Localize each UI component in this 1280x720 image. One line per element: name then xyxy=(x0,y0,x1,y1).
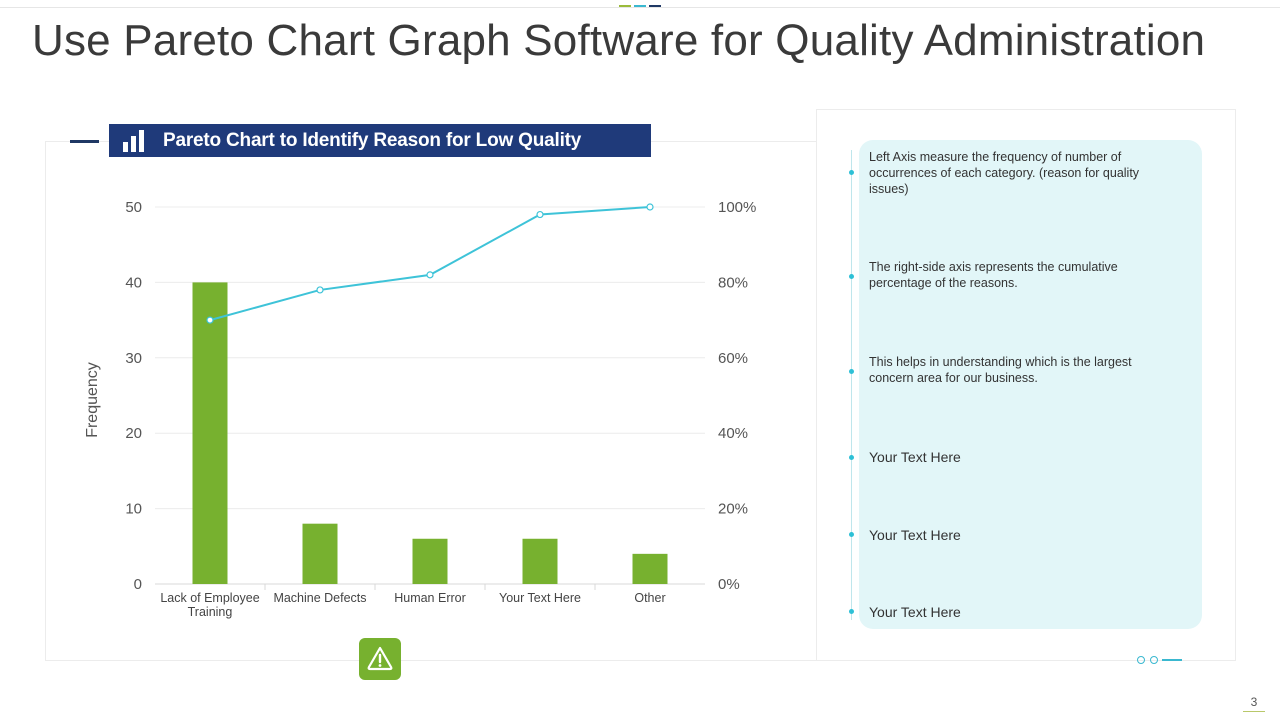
line-point xyxy=(426,271,434,279)
note-text: The right-side axis represents the cumul… xyxy=(869,260,1118,290)
bar xyxy=(412,538,448,584)
page-number: 3 xyxy=(1243,695,1265,712)
y2-tick-label: 0% xyxy=(718,576,740,593)
y-axis-title: Frequency xyxy=(84,362,101,438)
timeline-dot xyxy=(849,455,854,460)
note-text: Your Text Here xyxy=(869,527,961,543)
chart-banner: Pareto Chart to Identify Reason for Low … xyxy=(109,124,651,157)
bar-chart-icon xyxy=(123,129,145,152)
pager-dot[interactable] xyxy=(1137,656,1145,664)
x-tick-label: Machine Defects xyxy=(273,591,366,605)
x-tick-label: Human Error xyxy=(394,591,466,605)
line-point xyxy=(536,210,544,219)
warning-icon xyxy=(367,646,393,671)
top-accent-teal xyxy=(634,5,646,7)
pager-dot[interactable] xyxy=(1150,656,1158,664)
x-tick-label: Lack of Employee Training xyxy=(160,591,259,619)
notes-panel xyxy=(859,140,1202,629)
y2-tick-label: 100% xyxy=(718,199,756,216)
y2-tick-label: 40% xyxy=(718,425,748,442)
top-accent-green xyxy=(619,5,631,7)
note-text: Left Axis measure the frequency of numbe… xyxy=(869,150,1140,196)
y-tick-label: 0 xyxy=(134,576,142,593)
bar xyxy=(522,538,558,584)
note-text: This helps in understanding which is the… xyxy=(869,355,1132,385)
x-tick-label: Other xyxy=(634,591,665,605)
timeline-dot xyxy=(849,274,854,279)
line-point xyxy=(646,203,654,211)
banner-dash xyxy=(70,140,99,143)
cumulative-line xyxy=(209,206,651,322)
chart-banner-title: Pareto Chart to Identify Reason for Low … xyxy=(163,129,582,151)
pager-active-bar[interactable] xyxy=(1162,659,1182,661)
line-point xyxy=(316,286,324,294)
y-tick-label: 10 xyxy=(125,501,142,518)
timeline-dot xyxy=(849,532,854,537)
timeline-dot xyxy=(849,170,854,175)
timeline-dot xyxy=(849,609,854,614)
note-text: Your Text Here xyxy=(869,449,961,465)
bar xyxy=(302,523,338,584)
line-point xyxy=(206,316,214,324)
y-tick-label: 50 xyxy=(125,199,142,216)
y-tick-label: 40 xyxy=(125,274,142,291)
y2-tick-label: 20% xyxy=(718,501,748,518)
top-accent-navy xyxy=(649,5,661,7)
slide-title: Use Pareto Chart Graph Software for Qual… xyxy=(32,16,1206,65)
warning-button[interactable] xyxy=(359,638,401,680)
y-tick-label: 20 xyxy=(125,425,142,442)
top-divider xyxy=(0,7,1280,8)
y-tick-label: 30 xyxy=(125,350,142,367)
bar xyxy=(192,282,228,584)
y2-tick-label: 80% xyxy=(718,274,748,291)
timeline-dot xyxy=(849,369,854,374)
y2-tick-label: 60% xyxy=(718,350,748,367)
x-tick-label: Your Text Here xyxy=(499,591,581,605)
note-text: Your Text Here xyxy=(869,604,961,620)
bar xyxy=(632,553,668,584)
timeline-line xyxy=(851,150,852,620)
